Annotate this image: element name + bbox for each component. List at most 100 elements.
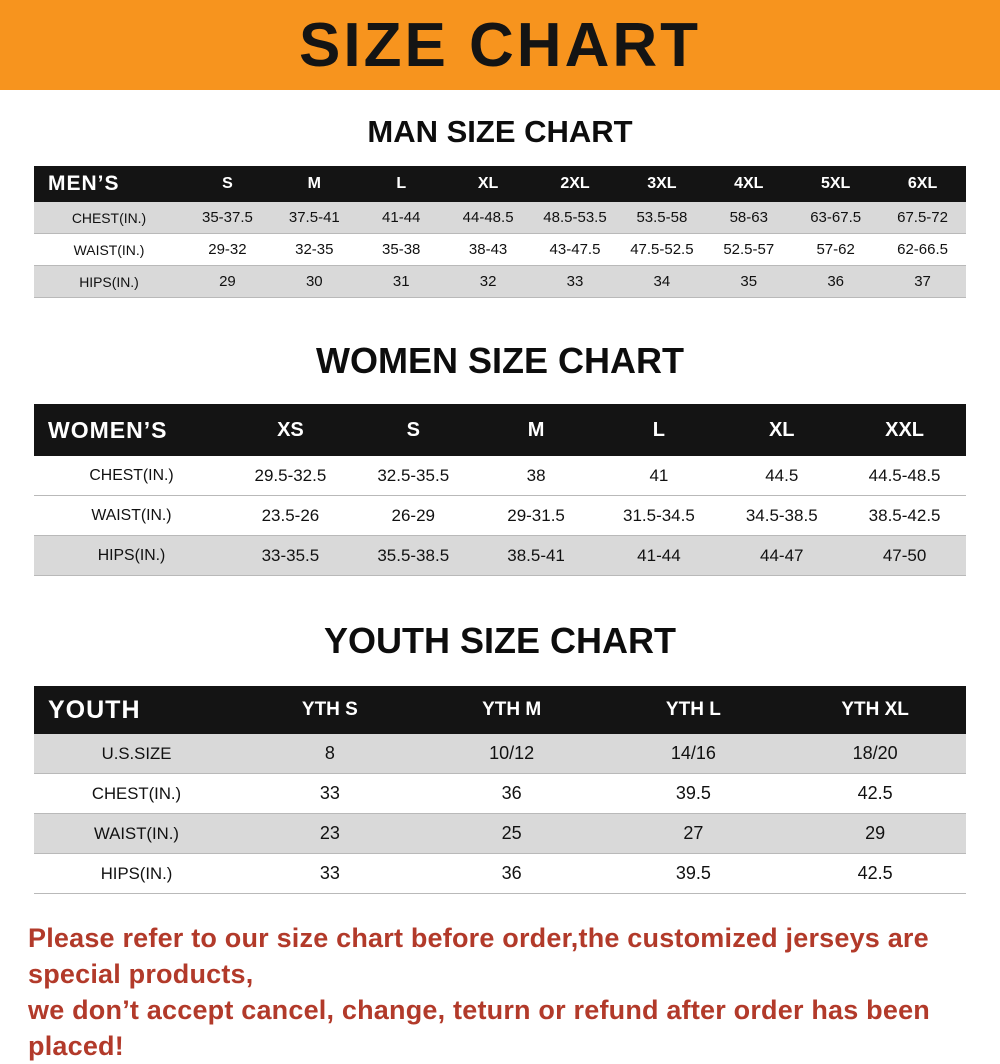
cell: 29-31.5: [507, 505, 565, 525]
women-row-waist: WAIST(IN.) 23.5-26 26-29 29-31.5 31.5-34…: [34, 496, 966, 536]
youth-chart-heading: YOUTH SIZE CHART: [323, 620, 676, 661]
men-table-header-row: MEN’S S M L XL 2XL 3XL 4XL 5XL 6XL: [34, 166, 966, 202]
row-label-waist: WAIST(IN.): [94, 823, 179, 843]
banner-title: SIZE CHART: [299, 10, 701, 80]
women-col-header-xs: XS: [277, 418, 304, 441]
cell: 39.5: [675, 863, 711, 883]
cell: 35-38: [382, 241, 421, 258]
cell: 44.5-48.5: [868, 465, 941, 485]
cell: 29-32: [208, 241, 247, 258]
women-row-hips: HIPS(IN.) 33-35.5 35.5-38.5 38.5-41 41-4…: [34, 536, 966, 576]
cell: 35-37.5: [202, 209, 253, 226]
youth-col-header-s: YTH S: [301, 699, 358, 720]
row-label-chest: CHEST(IN.): [89, 466, 174, 484]
youth-row-chest: CHEST(IN.) 33 36 39.5 42.5: [34, 774, 966, 814]
men-col-header-5xl: 5XL: [820, 175, 851, 192]
cell: 39.5: [675, 783, 711, 803]
cell: 18/20: [852, 743, 898, 763]
cell: 31.5-34.5: [622, 505, 695, 525]
cell: 41: [649, 465, 669, 485]
women-size-table: WOMEN’S XS S M L XL XXL CHEST(IN.) 29.5-…: [34, 404, 966, 576]
men-col-header-xl: XL: [477, 175, 499, 192]
cell: 38-43: [468, 241, 508, 258]
cell: 67.5-72: [897, 209, 948, 226]
cell: 53.5-58: [636, 209, 688, 226]
youth-corner-label: YOUTH: [48, 695, 141, 724]
youth-col-header-xl: YTH XL: [841, 699, 909, 720]
size-chart-banner: SIZE CHART: [0, 0, 1000, 90]
cell: 58-63: [729, 209, 768, 226]
cell: 37.5-41: [288, 209, 340, 226]
youth-table-header-row: YOUTH YTH S YTH M YTH L YTH XL: [34, 686, 966, 734]
men-corner-label: MEN’S: [48, 172, 120, 195]
cell: 33: [319, 863, 340, 883]
men-col-header-m: M: [307, 175, 321, 192]
footer-line-1: Please refer to our size chart before or…: [28, 923, 929, 989]
cell: 29: [865, 823, 886, 843]
row-label-hips: HIPS(IN.): [100, 863, 173, 883]
women-col-header-xxl: XXL: [885, 418, 925, 441]
men-col-header-6xl: 6XL: [907, 175, 938, 192]
women-table-header-row: WOMEN’S XS S M L XL XXL: [34, 404, 966, 456]
men-row-waist: WAIST(IN.) 29-32 32-35 35-38 38-43 43-47…: [34, 234, 966, 266]
cell: 33-35.5: [261, 545, 320, 565]
cell: 38.5-42.5: [868, 505, 941, 525]
cell: 41-44: [382, 209, 421, 226]
men-col-header-2xl: 2XL: [560, 175, 590, 192]
youth-size-table: YOUTH YTH S YTH M YTH L YTH XL U.S.SIZE …: [34, 686, 966, 894]
men-row-chest: CHEST(IN.) 35-37.5 37.5-41 41-44 44-48.5…: [34, 202, 966, 234]
cell: 23: [319, 823, 340, 843]
women-col-header-s: S: [406, 418, 420, 441]
youth-size-chart-section: YOUTH SIZE CHART YOUTH YTH S YTH M YTH L…: [0, 576, 1000, 894]
cell: 14/16: [670, 743, 716, 763]
cell: 33: [319, 783, 340, 803]
cell: 32-35: [295, 241, 334, 258]
cell: 38.5-41: [507, 545, 565, 565]
row-label-waist: WAIST(IN.): [73, 241, 145, 258]
row-label-ussize: U.S.SIZE: [101, 743, 172, 763]
women-col-header-xl: XL: [768, 418, 795, 441]
cell: 38: [526, 465, 546, 485]
cell: 52.5-57: [723, 241, 775, 258]
footer-note: Please refer to our size chart before or…: [28, 920, 972, 1064]
row-label-hips: HIPS(IN.): [79, 273, 139, 290]
row-label-chest: CHEST(IN.): [91, 783, 182, 803]
youth-col-header-l: YTH L: [665, 699, 721, 720]
cell: 32: [479, 273, 497, 290]
footer-line-2: we don’t accept cancel, change, teturn o…: [28, 995, 931, 1061]
men-col-header-4xl: 4XL: [734, 175, 764, 192]
cell: 32.5-35.5: [377, 465, 450, 485]
row-label-waist: WAIST(IN.): [91, 506, 172, 524]
cell: 34: [653, 273, 671, 290]
cell: 63-67.5: [810, 209, 862, 226]
cell: 43-47.5: [549, 241, 601, 258]
cell: 36: [501, 863, 522, 883]
row-label-chest: CHEST(IN.): [71, 209, 147, 226]
cell: 29.5-32.5: [254, 465, 327, 485]
cell: 30: [305, 273, 323, 290]
cell: 27: [683, 823, 704, 843]
cell: 35: [740, 273, 758, 290]
cell: 48.5-53.5: [543, 209, 607, 226]
cell: 34.5-38.5: [745, 505, 818, 525]
row-label-hips: HIPS(IN.): [97, 546, 166, 564]
cell: 36: [827, 273, 844, 290]
youth-row-waist: WAIST(IN.) 23 25 27 29: [34, 814, 966, 854]
cell: 42.5: [857, 783, 893, 803]
men-row-hips: HIPS(IN.) 29 30 31 32 33 34 35 36 37: [34, 266, 966, 298]
cell: 44.5: [765, 465, 799, 485]
cell: 37: [914, 273, 931, 290]
cell: 23.5-26: [261, 505, 320, 525]
women-col-header-l: L: [652, 418, 666, 441]
cell: 57-62: [816, 241, 855, 258]
men-size-chart-section: MAN SIZE CHART MEN’S S M L XL 2XL 3XL 4X…: [0, 90, 1000, 298]
cell: 8: [324, 743, 335, 763]
cell: 33: [566, 273, 584, 290]
men-col-header-s: S: [222, 175, 233, 192]
cell: 10/12: [489, 743, 535, 763]
cell: 31: [392, 273, 410, 290]
cell: 29: [219, 273, 236, 290]
cell: 44-47: [760, 545, 804, 565]
men-col-header-l: L: [396, 175, 407, 192]
men-size-table: MEN’S S M L XL 2XL 3XL 4XL 5XL 6XL CHEST…: [34, 166, 966, 298]
